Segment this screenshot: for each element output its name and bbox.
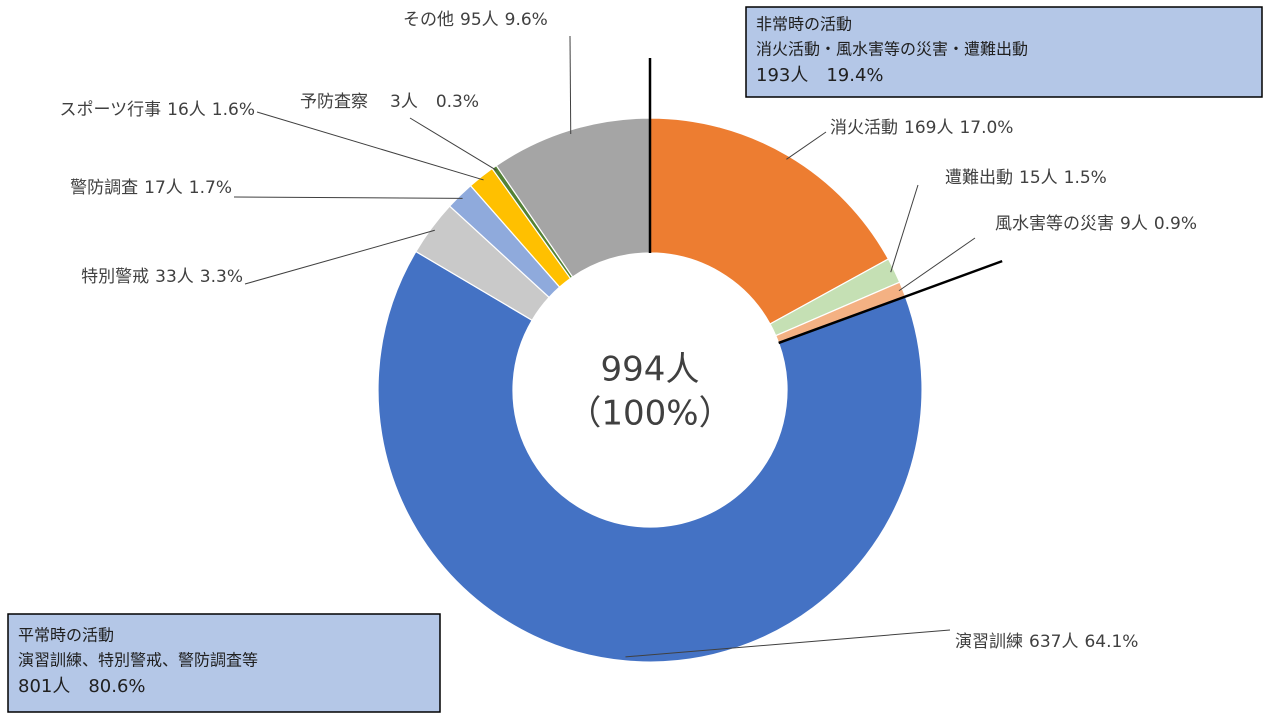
value-label: 33人 bbox=[155, 267, 194, 287]
data-label: 予防査察 3人 0.3% bbox=[300, 92, 479, 112]
center-percent: （100%） bbox=[567, 394, 732, 434]
percent-label: 9.6% bbox=[505, 10, 548, 30]
percent-label: 17.0% bbox=[959, 118, 1013, 138]
percent-label: 1.6% bbox=[212, 100, 255, 120]
value-label: 9人 bbox=[1120, 214, 1148, 234]
category-label: 消火活動 bbox=[830, 118, 898, 138]
labels: 消火活動 169人 17.0% 遭難出動 15人 1.5% 風水害等の災害 9人 0.9% 演習訓… bbox=[59, 10, 1197, 658]
percent-label: 0.3% bbox=[436, 92, 479, 112]
category-label: 風水害等の災害 bbox=[995, 214, 1114, 234]
leader-line bbox=[409, 117, 497, 171]
slice bbox=[649, 117, 890, 325]
normal-box: 平常時の活動 演習訓練、特別警戒、警防調査等 801人 80.6% bbox=[7, 613, 441, 713]
center-total: 994人 bbox=[601, 350, 700, 390]
leader-line bbox=[233, 196, 463, 199]
data-label: 遭難出動 15人 1.5% bbox=[945, 168, 1107, 188]
leader-line bbox=[786, 131, 827, 160]
percent-label: 3.3% bbox=[200, 267, 243, 287]
data-label: 警防調査 17人 1.7% bbox=[70, 178, 232, 198]
data-label: 演習訓練 637人 64.1% bbox=[955, 632, 1138, 652]
box-text: 平常時の活動 bbox=[18, 626, 114, 645]
category-label: 遭難出動 bbox=[945, 168, 1013, 188]
box bbox=[745, 6, 1263, 98]
value-label: 16人 bbox=[167, 100, 206, 120]
emergency-box: 非常時の活動 消火活動・風水害等の災害・遭難出動 193人 19.4% bbox=[745, 6, 1263, 98]
data-label: 消火活動 169人 17.0% bbox=[830, 118, 1013, 138]
leader-line bbox=[898, 237, 976, 292]
data-label: 風水害等の災害 9人 0.9% bbox=[995, 214, 1197, 234]
category-label: 予防査察 bbox=[300, 92, 368, 112]
category-label: 演習訓練 bbox=[955, 632, 1023, 652]
slices bbox=[377, 117, 923, 663]
leader-line bbox=[256, 111, 484, 181]
value-label: 3人 bbox=[390, 92, 418, 112]
value-label: 95人 bbox=[460, 10, 499, 30]
box-text: 演習訓練、特別警戒、警防調査等 bbox=[18, 651, 258, 670]
category-label: 警防調査 bbox=[70, 178, 138, 198]
percent-label: 0.9% bbox=[1154, 214, 1197, 234]
leader-line bbox=[625, 629, 951, 658]
data-label: その他 95人 9.6% bbox=[403, 10, 548, 30]
category-label: スポーツ行事 bbox=[59, 100, 161, 120]
box-text: 193人 19.4% bbox=[756, 65, 884, 86]
value-label: 637人 bbox=[1029, 632, 1078, 652]
leader-line bbox=[890, 184, 919, 273]
leader-line bbox=[244, 229, 435, 285]
percent-label: 64.1% bbox=[1084, 632, 1138, 652]
value-label: 15人 bbox=[1019, 168, 1058, 188]
percent-label: 1.5% bbox=[1064, 168, 1107, 188]
data-label: スポーツ行事 16人 1.6% bbox=[59, 100, 255, 120]
category-label: その他 bbox=[403, 10, 454, 30]
box-text: 消火活動・風水害等の災害・遭難出動 bbox=[756, 40, 1028, 59]
box bbox=[7, 613, 441, 713]
percent-label: 1.7% bbox=[189, 178, 232, 198]
box-text: 801人 80.6% bbox=[18, 676, 146, 697]
slice bbox=[377, 250, 923, 663]
category-label: 特別警戒 bbox=[81, 267, 149, 287]
value-label: 169人 bbox=[904, 118, 953, 138]
separator bbox=[778, 259, 1003, 345]
leader-line bbox=[569, 35, 572, 134]
value-label: 17人 bbox=[144, 178, 183, 198]
data-label: 特別警戒 33人 3.3% bbox=[81, 267, 243, 287]
box-text: 非常時の活動 bbox=[756, 15, 852, 34]
